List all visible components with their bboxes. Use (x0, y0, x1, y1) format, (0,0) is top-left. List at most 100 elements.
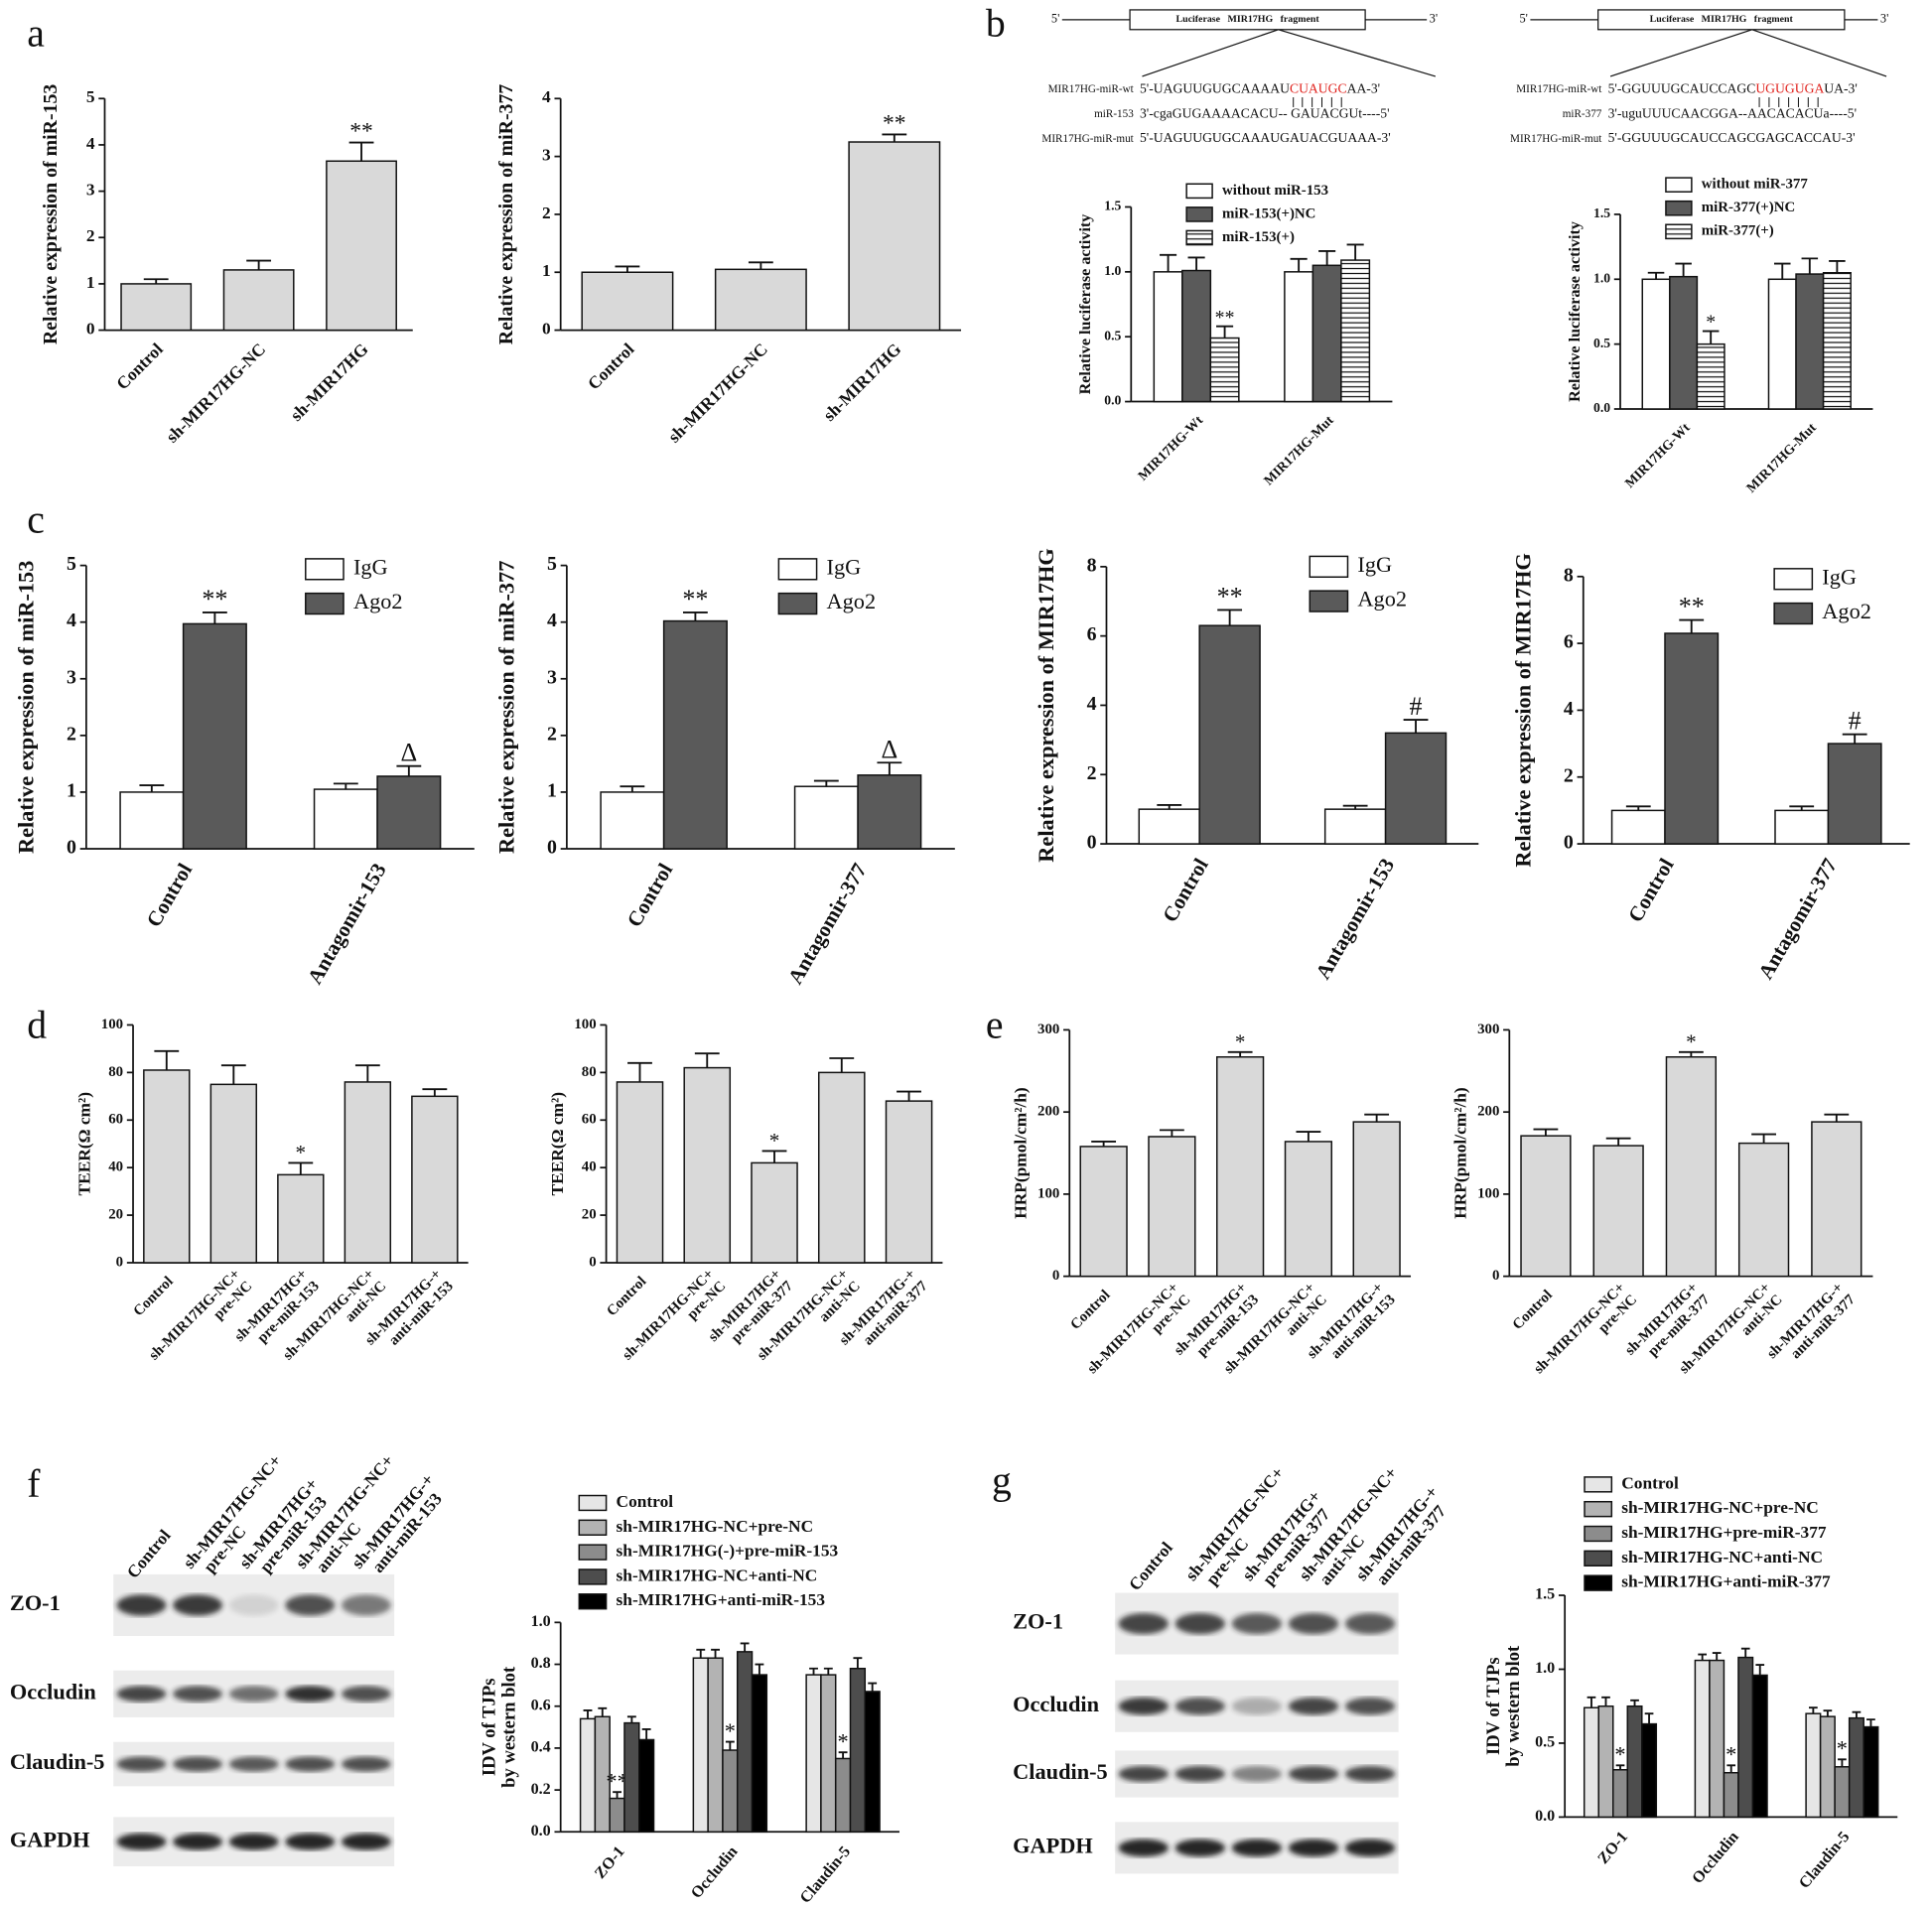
x-tick-label-line: Antagomir-377 (783, 859, 872, 988)
x-tick-label-line: Control (1068, 1288, 1114, 1333)
legend-swatch (1584, 1500, 1613, 1518)
x-tick-label-line: Control (584, 340, 637, 393)
legend-swatch (305, 592, 345, 615)
x-tick-label-line: ZO-1 (592, 1843, 628, 1882)
bar (1641, 1722, 1658, 1819)
error-bar (853, 1657, 863, 1669)
sequence-part: 3'-uguUUUCAACGGA--AACACACUa----5' (1608, 106, 1857, 121)
bar (1153, 271, 1183, 403)
error-bar (1157, 804, 1182, 810)
error-bar (1346, 243, 1364, 261)
y-tick-label: 200 (1477, 1104, 1499, 1120)
bar (751, 1674, 768, 1834)
legend-label: sh-MIR17HG-NC+anti-NC (617, 1566, 818, 1584)
error-bar (1824, 1113, 1850, 1123)
significance-mark: # (1849, 707, 1862, 736)
bar (120, 283, 193, 332)
x-tick-label-line: Occludin (1689, 1829, 1741, 1887)
error-bar (682, 612, 708, 621)
significance-mark: ** (682, 585, 708, 613)
y-tick-label: 1.0 (531, 1613, 551, 1630)
blot-band (1231, 1839, 1283, 1857)
x-tick-label: MIR17HG-Wt (1135, 412, 1205, 482)
y-tick-label: 6 (1564, 631, 1574, 653)
legend-label: sh-MIR17HG-NC+pre-NC (1621, 1498, 1819, 1517)
bar (1384, 732, 1448, 845)
blot-band (1174, 1613, 1225, 1635)
error-bar (641, 1727, 651, 1740)
bar (793, 785, 859, 850)
legend-swatch (578, 1568, 608, 1585)
bar (1641, 278, 1671, 410)
bar (376, 775, 442, 850)
y-tick-label: 4 (1564, 698, 1574, 720)
x-tick-label: Claudin-5 (1796, 1829, 1853, 1892)
x-tick-label: sh-MIR17HG (287, 340, 372, 425)
panel-label: d (27, 1003, 47, 1046)
y-tick-label: 1.0 (1104, 263, 1121, 278)
legend-label: without miR-377 (1702, 177, 1809, 193)
bar (1181, 269, 1212, 403)
blot-band (1288, 1697, 1339, 1715)
bar (616, 1081, 664, 1264)
error-bar (1364, 1113, 1390, 1123)
sequence-part: 5'-GGUUUGCAUCCAGCGAGCACCAU-3' (1608, 130, 1856, 145)
error-bar (288, 1161, 314, 1175)
error-bar (696, 1648, 706, 1659)
sequence-part: 5'-UAGUUGUGCAAAAU (1140, 81, 1290, 96)
blot-row-label: Occludin (1013, 1692, 1099, 1716)
y-tick-label: 4 (547, 610, 557, 631)
blot-band (1344, 1613, 1396, 1635)
error-bar (583, 1709, 593, 1719)
blot-row-label: GAPDH (1013, 1834, 1093, 1858)
significance-mark: ** (1679, 593, 1705, 621)
legend-label: sh-MIR17HG-NC+anti-NC (1621, 1548, 1823, 1566)
error-bar (1809, 1706, 1818, 1714)
error-bar (694, 1052, 720, 1068)
x-tick-label-line: sh-MIR17HG-NC (163, 340, 270, 447)
legend-label: sh-MIR17HG+pre-miR-377 (1621, 1523, 1827, 1542)
y-axis-label: by western blot (1503, 1645, 1524, 1767)
sequence-part: AA-3' (1347, 81, 1381, 96)
sequence: 5'-UAGUUGUGCAAAAUCUAUGCAA-3' (1140, 81, 1380, 96)
blot-band (173, 1756, 222, 1772)
x-tick-label: sh-MIR17HG-+anti-miR-377 (1764, 1280, 1859, 1374)
error-bar (1342, 804, 1368, 810)
bar (609, 1797, 625, 1834)
error-bar (422, 1088, 448, 1097)
x-tick-label-line: Control (605, 1274, 650, 1319)
bar (1612, 1769, 1629, 1819)
bar (1863, 1725, 1879, 1819)
bar (1848, 1716, 1864, 1819)
y-tick-label: 5 (67, 553, 76, 575)
y-tick-label: 60 (582, 1112, 597, 1128)
error-bar (1644, 1712, 1654, 1724)
error-bar (143, 278, 169, 284)
y-tick-label: 40 (582, 1159, 597, 1175)
sequence-part: 3'-cgaGUGAAAACACU-- GAUACGUt----5' (1140, 106, 1390, 121)
bar (1822, 272, 1852, 410)
legend-label: miR-377(+)NC (1702, 200, 1795, 215)
error-bar (1217, 609, 1243, 626)
panel-label: a (27, 11, 45, 55)
bar (1148, 1136, 1196, 1278)
blot-row-label: Occludin (10, 1679, 96, 1703)
error-bar (755, 1663, 764, 1676)
significance-mark: * (838, 1728, 849, 1753)
error-bar (877, 761, 902, 775)
y-tick-label: 100 (1037, 1185, 1059, 1201)
significance-mark: ** (606, 1768, 627, 1793)
bar (849, 1668, 867, 1834)
y-tick-label: 0 (1052, 1268, 1059, 1284)
legend-label: IgG (827, 554, 862, 579)
y-axis-label: Relative expression of miR-377 (493, 561, 518, 854)
bar (1737, 1656, 1754, 1819)
blot-band (341, 1756, 391, 1772)
blot-band (116, 1756, 167, 1772)
blot-band (1288, 1613, 1339, 1635)
bar (581, 271, 674, 332)
zoom-lines (1609, 29, 1887, 77)
error-bar (1587, 1696, 1596, 1708)
y-axis-label: IDV of TJPs (480, 1679, 500, 1777)
y-tick-label: 0 (67, 837, 76, 859)
